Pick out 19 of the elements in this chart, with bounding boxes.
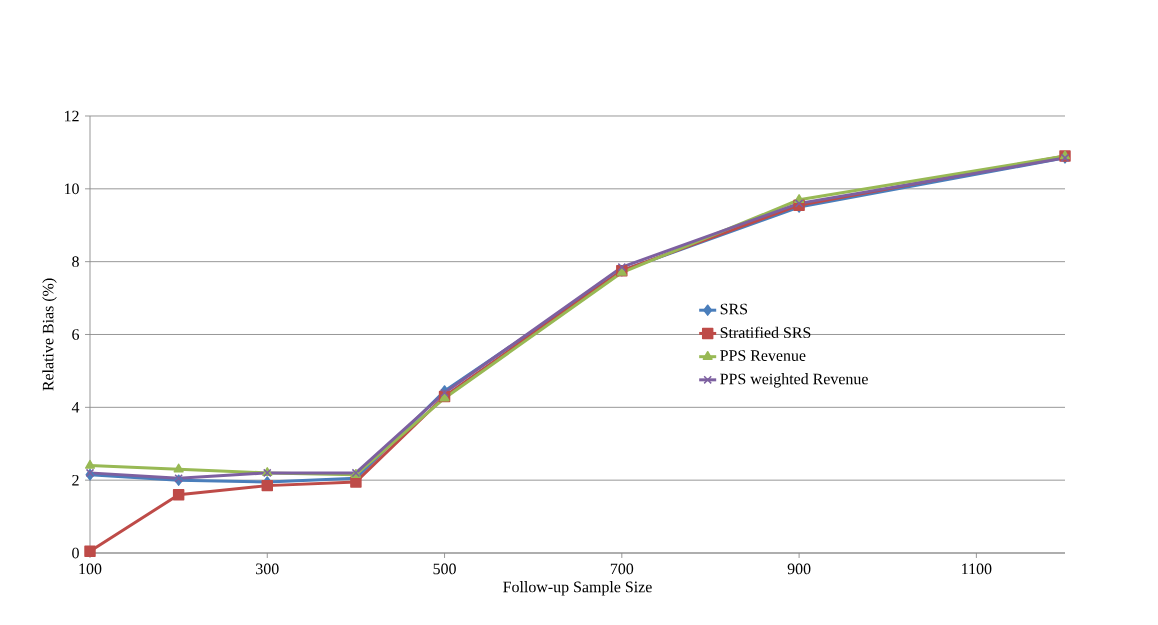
- x-tick-label: 700: [610, 563, 634, 575]
- legend-label: PPS Revenue: [720, 350, 806, 361]
- x-tick-label: 1100: [962, 563, 992, 575]
- y-tick-label: 10: [64, 183, 79, 195]
- y-tick-label: 2: [72, 474, 79, 486]
- y-tick-label: 6: [72, 329, 80, 340]
- x-tick-label: 500: [433, 563, 456, 575]
- y-tick-label: 0: [72, 547, 79, 559]
- x-tick-label: 300: [256, 563, 279, 575]
- y-axis-title: Relative Bias (%): [42, 278, 57, 391]
- legend-label: Stratified SRS: [720, 326, 811, 339]
- x-axis-title: Follow-up Sample Size: [503, 581, 652, 596]
- legend-label: PPS weighted Revenue: [720, 373, 868, 388]
- x-tick-label: 100: [79, 563, 102, 575]
- legend-label: SRS: [720, 303, 748, 315]
- y-tick-label: 4: [71, 402, 80, 413]
- y-tick-label: 8: [72, 256, 79, 268]
- x-tick-label: 900: [787, 563, 811, 575]
- y-tick-label: 12: [64, 110, 79, 122]
